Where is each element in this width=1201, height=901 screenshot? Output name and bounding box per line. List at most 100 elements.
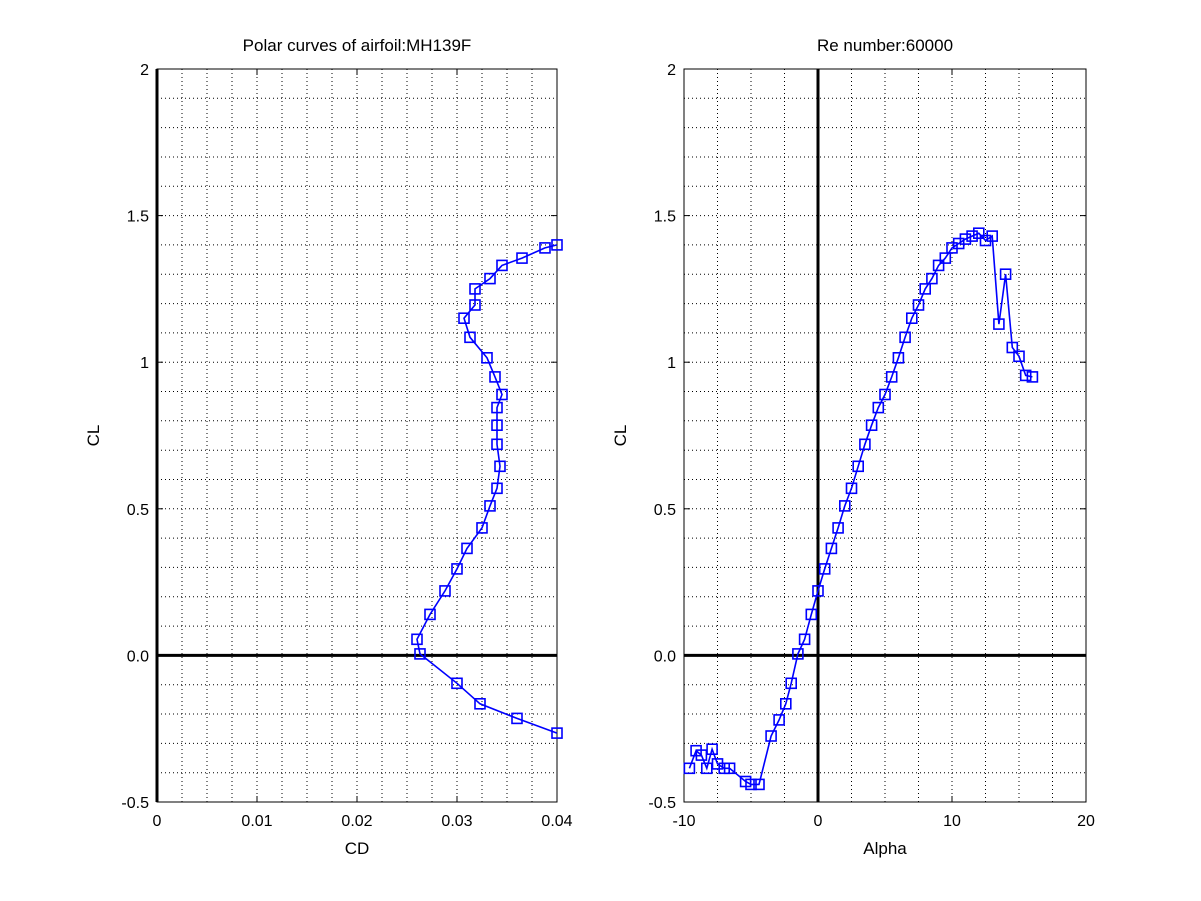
data-point-marker xyxy=(818,563,831,575)
x-tick-label: -10 xyxy=(672,813,695,830)
data-point-marker xyxy=(825,542,838,555)
data-point-marker xyxy=(852,460,865,473)
data-point-marker xyxy=(411,633,423,646)
data-point-marker xyxy=(745,778,757,791)
x-tick-label: 0.04 xyxy=(541,813,572,830)
data-point-marker xyxy=(469,283,481,295)
data-point-marker xyxy=(491,482,503,495)
alpha-cl-grid xyxy=(684,69,1086,802)
alpha-cl-y-axis-label: CL xyxy=(611,425,630,447)
x-tick-label: 0.01 xyxy=(241,813,272,830)
data-point-marker xyxy=(511,712,523,725)
data-point-marker xyxy=(469,299,481,311)
data-point-marker xyxy=(539,242,551,254)
data-point-marker xyxy=(773,714,785,726)
data-point-marker xyxy=(494,460,506,473)
y-tick-label: -0.5 xyxy=(648,795,676,812)
data-point-marker xyxy=(798,633,811,646)
y-tick-label: 0.0 xyxy=(127,648,149,665)
x-tick-label: 20 xyxy=(1077,813,1095,830)
x-tick-label: 0 xyxy=(814,813,823,830)
data-point-marker xyxy=(424,608,436,621)
y-tick-label: 1 xyxy=(667,355,676,372)
data-point-marker xyxy=(491,438,503,451)
data-point-marker xyxy=(451,677,463,690)
data-point-marker xyxy=(484,272,496,285)
data-point-marker xyxy=(838,500,851,512)
y-tick-label: 2 xyxy=(140,62,149,79)
data-point-marker xyxy=(812,585,824,597)
x-tick-label: 0.02 xyxy=(341,813,372,830)
data-point-marker xyxy=(779,697,792,710)
data-point-marker xyxy=(926,272,938,285)
data-point-marker xyxy=(986,230,999,242)
data-point-marker xyxy=(753,778,765,791)
data-point-marker xyxy=(451,563,463,575)
data-point-marker xyxy=(885,371,898,383)
data-point-marker xyxy=(458,312,470,325)
data-point-marker xyxy=(551,727,563,739)
data-point-marker xyxy=(496,388,508,401)
data-point-marker xyxy=(832,522,844,534)
polar-cd-y-axis-label: CL xyxy=(84,425,103,447)
data-point-marker xyxy=(932,259,945,272)
alpha-cl-axes-box xyxy=(683,68,1087,803)
data-point-marker xyxy=(706,743,718,756)
data-point-marker xyxy=(999,268,1012,281)
data-point-marker xyxy=(939,252,952,264)
data-point-marker xyxy=(1019,369,1032,382)
data-point-marker xyxy=(879,388,891,401)
data-point-marker xyxy=(484,500,496,512)
data-point-marker xyxy=(905,312,918,325)
polar-cd-x-axis-label: CD xyxy=(345,839,370,858)
data-point-marker xyxy=(785,677,798,690)
y-tick-label: 1.5 xyxy=(654,209,676,226)
data-point-marker xyxy=(966,230,978,242)
data-point-marker xyxy=(551,239,563,251)
data-point-marker xyxy=(845,482,858,495)
data-point-marker xyxy=(859,438,871,451)
alpha-cl-title: Re number:60000 xyxy=(817,36,953,55)
data-point-marker xyxy=(1013,350,1025,363)
data-point-marker xyxy=(461,542,473,555)
data-point-marker xyxy=(489,371,501,383)
data-point-marker xyxy=(805,608,818,621)
x-tick-label: 10 xyxy=(943,813,961,830)
polar-cd-panel: 0 0.01 0.02 0.03 0.04 -0.5 0.0 0.5 1 1.5 2 Polar cu… xyxy=(84,36,573,858)
data-point-marker xyxy=(1026,371,1039,383)
y-tick-label: 0.5 xyxy=(127,502,149,519)
data-point-marker xyxy=(464,331,476,344)
data-point-marker xyxy=(993,318,1005,330)
data-point-marker xyxy=(491,401,503,414)
data-point-marker xyxy=(892,351,905,364)
data-point-marker xyxy=(496,259,508,272)
y-tick-label: -0.5 xyxy=(121,795,149,812)
data-point-marker xyxy=(491,419,503,432)
data-point-marker xyxy=(792,648,804,660)
data-point-marker xyxy=(481,351,493,364)
y-tick-label: 1 xyxy=(140,355,149,372)
data-point-marker xyxy=(912,299,925,311)
data-point-marker xyxy=(872,401,885,414)
data-point-marker xyxy=(695,749,708,761)
data-point-marker xyxy=(765,730,777,742)
data-point-marker xyxy=(723,762,736,775)
y-tick-label: 0.0 xyxy=(654,648,676,665)
data-point-marker xyxy=(972,227,985,239)
alpha-cl-x-axis-label: Alpha xyxy=(863,839,907,858)
data-point-marker xyxy=(683,762,696,775)
data-point-marker xyxy=(516,252,528,264)
data-point-marker xyxy=(414,648,426,660)
data-point-marker xyxy=(899,331,911,344)
data-point-marker xyxy=(959,233,972,245)
polar-cd-title: Polar curves of airfoil:MH139F xyxy=(243,36,472,55)
data-point-marker xyxy=(439,585,451,597)
data-point-marker xyxy=(474,697,486,710)
data-point-marker xyxy=(865,419,878,432)
y-tick-label: 2 xyxy=(667,62,676,79)
y-tick-label: 0.5 xyxy=(654,502,676,519)
data-point-marker xyxy=(919,283,932,295)
alpha-cl-panel: -10 0 10 20 -0.5 0.0 0.5 1 1.5 2 Re number:60000 Al… xyxy=(611,36,1095,858)
y-tick-label: 1.5 xyxy=(127,209,149,226)
